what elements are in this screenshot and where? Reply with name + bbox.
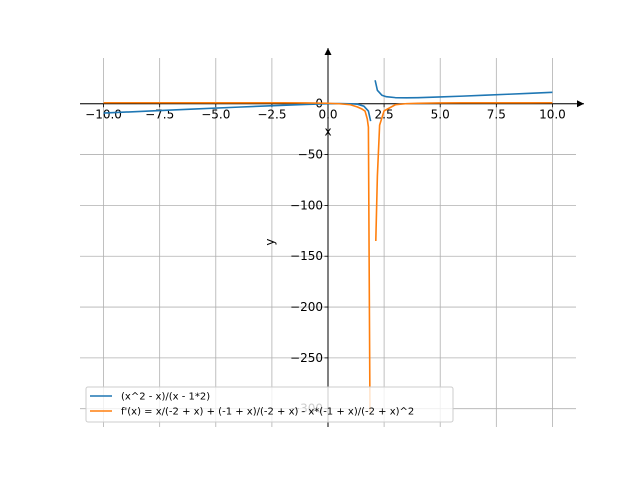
ticks: −10.0 −7.5 −5.0 −2.5 0.0 2.5 5.0 7.5 10.00−50−10… [85,97,566,416]
x-tick-label: 5.0 [431,108,450,122]
x-tick-label: 10.0 [539,108,566,122]
series-1-line [103,101,371,412]
y-axis-arrow-icon [324,48,332,55]
y-tick-label: −50 [298,148,323,162]
y-axis-title: y [263,238,277,245]
y-tick-label: −150 [290,249,323,263]
x-tick-label: 7.5 [487,108,506,122]
x-axis-arrow-icon [577,100,584,108]
legend-box [85,386,454,423]
axes [80,48,584,427]
y-tick-label: −250 [290,351,323,365]
legend-label-series-0: (x^2 - x)/(x - 1*2) [121,392,210,403]
x-tick-label: 2.5 [375,108,394,122]
x-tick-label: −10.0 [85,108,122,122]
series [103,80,553,412]
series-1-line [375,101,553,241]
x-tick-label: −5.0 [201,108,230,122]
x-tick-label: 0.0 [318,108,337,122]
y-tick-label: −200 [290,300,323,314]
y-tick-label: −100 [290,198,323,212]
x-axis-title: x [324,125,331,139]
legend-label-series-1: f'(x) = x/(-2 + x) + (-1 + x)/(-2 + x) -… [121,407,414,418]
x-tick-label: −2.5 [257,108,286,122]
series-0-line [374,80,553,99]
legend: (x^2 - x)/(x - 1*2) f'(x) = x/(-2 + x) +… [85,386,454,423]
